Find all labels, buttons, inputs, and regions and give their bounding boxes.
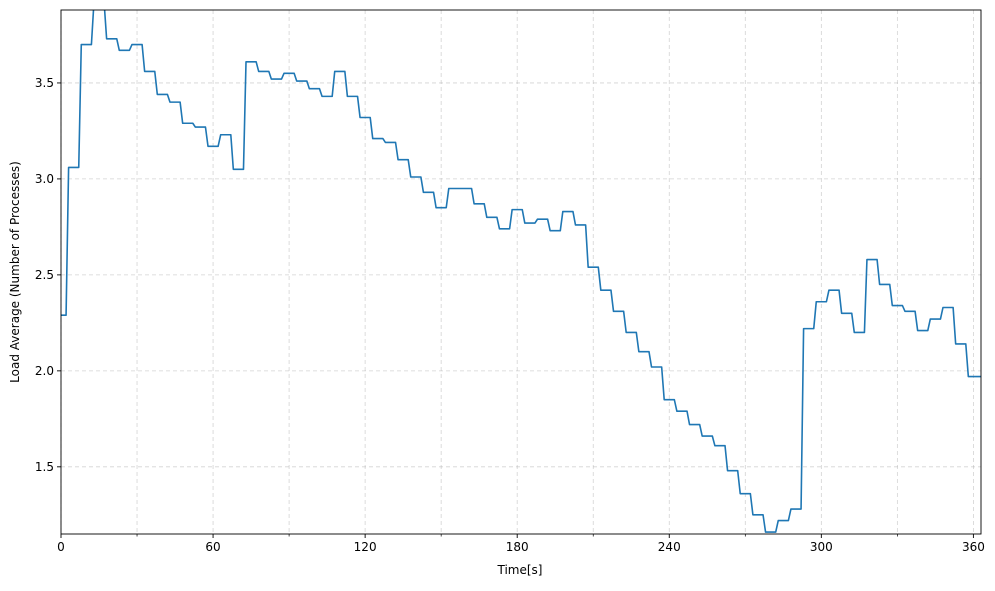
x-tick-label: 180 [506, 540, 529, 554]
plot-frame [60, 9, 982, 535]
x-axis-label: Time[s] [497, 563, 543, 577]
x-tick-label: 360 [962, 540, 985, 554]
y-tick-label: 1.5 [35, 460, 54, 474]
grid-lines [60, 10, 981, 534]
y-tick-label: 2.5 [35, 268, 54, 282]
series-line-0 [61, 10, 981, 533]
y-tick-label: 2.0 [35, 364, 54, 378]
y-tick-label: 3.5 [35, 76, 54, 90]
x-tick-label: 0 [57, 540, 65, 554]
x-tick-label: 240 [658, 540, 681, 554]
y-tick-label: 3.0 [35, 172, 54, 186]
x-tick-label: 60 [205, 540, 220, 554]
x-tick-label: 120 [354, 540, 377, 554]
axes: 0 60 120 180 240 300 360 1.5 2.0 2.5 3.0 3.5 [35, 9, 985, 554]
plot-area [61, 10, 981, 533]
x-tick-label: 300 [810, 540, 833, 554]
y-axis-label: Load Average (Number of Processes) [8, 161, 22, 383]
